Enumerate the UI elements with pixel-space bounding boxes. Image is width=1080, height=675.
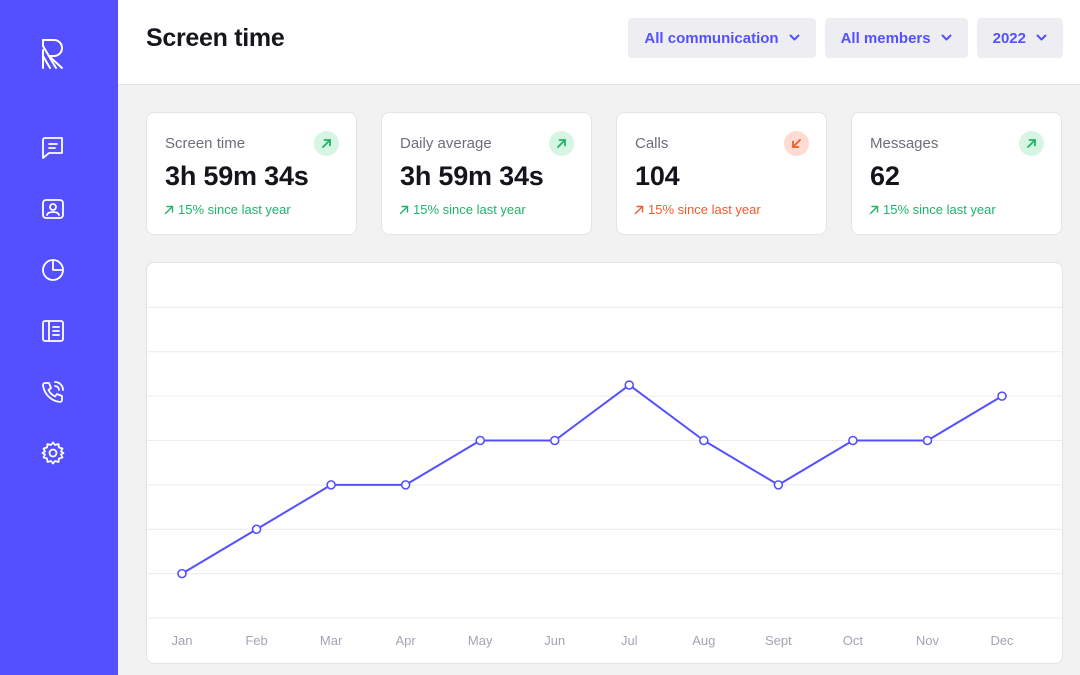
line-chart: Jan Feb Mar Apr May Jun Jul Aug Sept Oct Nov Dec — [147, 306, 1062, 648]
stat-trend: 15% since last year — [869, 202, 996, 217]
chevron-down-icon — [789, 34, 800, 41]
contact-card-icon[interactable] — [39, 195, 67, 223]
arrow-up-right-icon — [634, 205, 644, 214]
stat-card-screen-time[interactable]: Screen time 3h 59m 34s 15% since last ye… — [146, 112, 357, 235]
stat-card-messages[interactable]: Messages 62 15% since last year — [851, 112, 1062, 235]
stat-trend-text: 15% since last year — [178, 202, 291, 217]
stat-trend-text: 15% since last year — [648, 202, 761, 217]
filter-label: 2022 — [992, 29, 1026, 47]
data-point-nov[interactable] — [922, 435, 933, 446]
stat-value: 62 — [870, 161, 900, 191]
stat-trend: 15% since last year — [399, 202, 526, 217]
stat-label: Messages — [870, 135, 939, 152]
data-point-apr[interactable] — [400, 480, 411, 490]
data-point-jan[interactable] — [177, 568, 187, 579]
stat-value: 3h 59m 34s — [400, 161, 544, 191]
x-tick-label: Dec — [990, 633, 1014, 648]
chart-x-axis-labels: Jan Feb Mar Apr May Jun Jul Aug Sept Oct Nov Dec — [172, 633, 1015, 648]
x-tick-label: Jun — [544, 633, 565, 648]
x-tick-label: Oct — [843, 633, 864, 648]
trend-up-icon — [314, 131, 339, 156]
chart-points — [177, 380, 1007, 579]
chart-series — [181, 384, 1003, 575]
stat-label: Daily average — [400, 135, 492, 152]
series-line — [181, 384, 1003, 575]
newspaper-icon[interactable] — [39, 317, 67, 345]
sidebar — [0, 0, 118, 675]
screen-time-chart: Jan Feb Mar Apr May Jun Jul Aug Sept Oct Nov Dec — [146, 262, 1063, 664]
stat-cards: Screen time 3h 59m 34s 15% since last ye… — [146, 112, 1062, 235]
x-tick-label: Sept — [765, 633, 792, 648]
year-filter-dropdown[interactable]: 2022 — [976, 18, 1063, 58]
data-point-sept[interactable] — [773, 480, 784, 490]
gear-icon[interactable] — [39, 439, 67, 467]
filter-label: All members — [840, 29, 931, 47]
stat-label: Screen time — [165, 135, 246, 152]
stat-trend: 15% since last year — [164, 202, 291, 217]
x-tick-label: Jul — [621, 633, 638, 648]
x-tick-label: May — [468, 633, 493, 648]
stat-label: Calls — [635, 135, 669, 152]
filter-label: All communication — [644, 29, 779, 47]
data-point-may[interactable] — [475, 435, 485, 446]
data-point-oct[interactable] — [848, 435, 858, 446]
x-tick-label: Jan — [172, 633, 193, 648]
data-point-dec[interactable] — [997, 391, 1007, 401]
data-point-feb[interactable] — [251, 524, 262, 535]
stat-card-daily-average[interactable]: Daily average 3h 59m 34s 15% since last … — [381, 112, 592, 235]
header: Screen time All communication All member… — [118, 0, 1080, 85]
communication-filter-dropdown[interactable]: All communication — [628, 18, 816, 58]
x-tick-label: Feb — [245, 633, 267, 648]
data-point-aug[interactable] — [699, 435, 709, 446]
chevron-down-icon — [941, 34, 952, 41]
data-point-jul[interactable] — [624, 380, 635, 390]
data-point-mar[interactable] — [326, 480, 336, 490]
stat-value: 104 — [635, 161, 680, 191]
page-title: Screen time — [146, 24, 285, 52]
arrow-up-right-icon — [164, 205, 174, 214]
phone-call-icon[interactable] — [39, 378, 67, 406]
arrow-up-right-icon — [869, 205, 879, 214]
chevron-down-icon — [1036, 34, 1047, 41]
filter-bar: All communication All members 2022 — [628, 18, 1063, 58]
stat-trend-text: 15% since last year — [883, 202, 996, 217]
trend-up-icon — [1019, 131, 1044, 156]
trend-down-icon — [784, 131, 809, 156]
pie-chart-icon[interactable] — [39, 256, 67, 284]
stat-value: 3h 59m 34s — [165, 161, 309, 191]
data-point-jun[interactable] — [549, 435, 560, 446]
members-filter-dropdown[interactable]: All members — [824, 18, 968, 58]
chart-gridlines — [147, 306, 1062, 619]
trend-up-icon — [549, 131, 574, 156]
arrow-up-right-icon — [399, 205, 409, 214]
stat-trend: 15% since last year — [634, 202, 761, 217]
stat-card-calls[interactable]: Calls 104 15% since last year — [616, 112, 827, 235]
x-tick-label: Mar — [320, 633, 343, 648]
x-tick-label: Nov — [916, 633, 940, 648]
stat-trend-text: 15% since last year — [413, 202, 526, 217]
x-tick-label: Aug — [692, 633, 715, 648]
x-tick-label: Apr — [396, 633, 417, 648]
brand-r-logo-icon[interactable] — [40, 38, 68, 70]
message-icon[interactable] — [39, 134, 67, 162]
